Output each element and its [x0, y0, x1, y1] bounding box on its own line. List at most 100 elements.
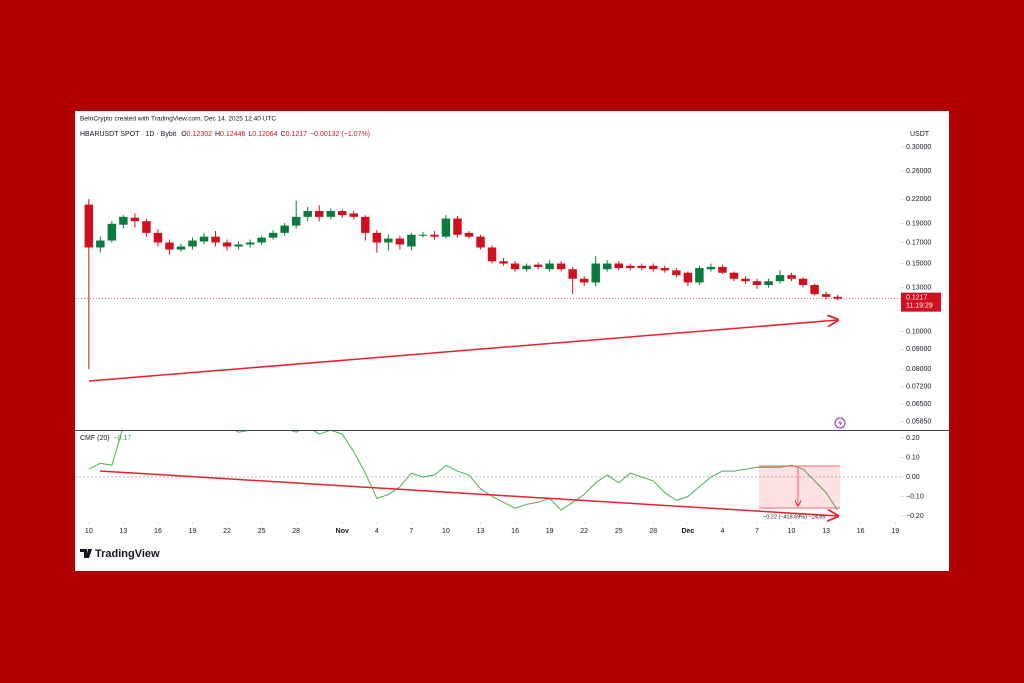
x-tick-label: 16	[857, 528, 865, 535]
x-tick-label: 4	[720, 528, 724, 535]
x-tick-label: 7	[755, 528, 759, 535]
y-tick-label: −0.20	[906, 513, 924, 520]
candle-body	[280, 225, 289, 233]
candle-body	[96, 240, 105, 248]
y-tick-label: 0.05850	[906, 419, 931, 426]
candle-body	[637, 265, 647, 269]
x-tick-label: 16	[154, 528, 162, 535]
candle-body	[176, 246, 186, 250]
y-tick-label: 0.22000	[906, 196, 931, 203]
candle-body	[487, 247, 497, 262]
y-tick-label: 0.19000	[906, 221, 931, 228]
trend-arrow	[88, 320, 838, 382]
candle-body	[729, 272, 739, 279]
x-tick-label: 7	[409, 528, 413, 535]
open-value: 0.12302	[187, 131, 212, 138]
y-tick-label: 0.09000	[906, 346, 931, 353]
candles	[84, 199, 842, 370]
candle-body	[752, 281, 762, 286]
candle-body	[591, 263, 600, 283]
candle-body	[407, 234, 416, 247]
candle-body	[614, 263, 623, 269]
candle-body	[568, 269, 577, 279]
marks: 0.30000 0.26000 0.22000 0.19000 0.17000 0.150…	[75, 144, 941, 535]
x-tick-label: 28	[292, 528, 300, 535]
candle-body	[833, 296, 842, 299]
candle-body	[602, 263, 612, 270]
symbol-title: HBARUSDT SPOT · 1D · Bybit	[80, 131, 176, 138]
candle-body	[821, 294, 831, 297]
candle-body	[798, 278, 808, 286]
candle-body	[222, 242, 232, 247]
candle-body	[787, 275, 796, 279]
low-value: 0.12064	[252, 131, 277, 138]
candle-body	[764, 281, 773, 286]
candle-body	[165, 242, 174, 250]
candle-body	[84, 204, 94, 248]
candle-body	[314, 211, 324, 217]
candle-body	[579, 278, 589, 283]
candle-body	[257, 237, 266, 243]
candle-body	[142, 221, 151, 233]
y-tick-label: 0.10000	[906, 329, 931, 336]
chart-panel	[75, 111, 949, 571]
ohlc-letter: L	[248, 131, 252, 138]
source-caption: BeInCrypto created with TradingView.com,…	[80, 116, 276, 123]
candle-body	[499, 261, 508, 264]
y-tick-label: 0.30000	[906, 144, 931, 151]
trend-arrow	[99, 470, 838, 516]
x-tick-label: 4	[375, 528, 379, 535]
y-tick-label: 0.20	[906, 435, 920, 442]
candle-body	[453, 218, 462, 235]
candle-body	[372, 232, 382, 243]
y-tick-label: 0.08000	[906, 366, 931, 373]
x-tick-label: 19	[891, 528, 899, 535]
x-tick-label: 25	[258, 528, 266, 535]
candle-body	[626, 265, 635, 269]
candle-body	[338, 211, 347, 216]
candle-body	[245, 242, 255, 245]
x-tick-label: 19	[189, 528, 197, 535]
candle-body	[119, 216, 128, 225]
candle-body	[395, 238, 405, 245]
candle-body	[188, 240, 197, 247]
x-tick-label: 13	[477, 528, 485, 535]
candle-body	[130, 217, 140, 222]
logo-mark	[80, 549, 92, 558]
candle-body	[706, 266, 716, 270]
candle-body	[718, 266, 727, 273]
candle-body	[291, 216, 301, 226]
indicator-value: −0.17	[114, 435, 132, 442]
candle-body	[430, 234, 439, 237]
candle-body	[199, 236, 209, 242]
y-tick-label: −0.10	[906, 493, 924, 500]
high-value: 0.12446	[220, 131, 245, 138]
candle-body	[556, 263, 566, 270]
y-tick-label: 0.06500	[906, 401, 931, 408]
x-tick-label: 25	[615, 528, 623, 535]
indicator-name: CMF (20)	[80, 435, 110, 442]
candle-body	[211, 236, 220, 243]
y-tick-label: 0.17000	[906, 239, 931, 246]
candle-body	[695, 268, 704, 283]
x-tick-label: Dec	[681, 528, 694, 535]
y-tick-label: 0.07200	[906, 384, 931, 391]
close-value: 0.1217	[286, 131, 308, 138]
candle-body	[522, 265, 531, 270]
x-tick-label: 22	[580, 528, 588, 535]
candle-body	[775, 275, 785, 282]
indicator	[88, 431, 839, 511]
candle-body	[545, 263, 554, 270]
x-tick-label: 28	[649, 528, 657, 535]
candle-body	[234, 244, 243, 247]
y-tick-label: 0.00	[906, 474, 920, 481]
x-tick-label: 10	[442, 528, 450, 535]
change-value: −0.00132 (−1.07%)	[310, 131, 370, 138]
x-tick-label: 10	[85, 528, 93, 535]
x-tick-label: Nov	[336, 528, 349, 535]
price-tag-countdown: 11:19:29	[906, 302, 933, 309]
candle-body	[107, 223, 117, 241]
y-tick-label: 0.15000	[906, 260, 931, 267]
candle-body	[810, 285, 819, 295]
indicator-legend: CMF (20) −0.17	[80, 435, 131, 442]
